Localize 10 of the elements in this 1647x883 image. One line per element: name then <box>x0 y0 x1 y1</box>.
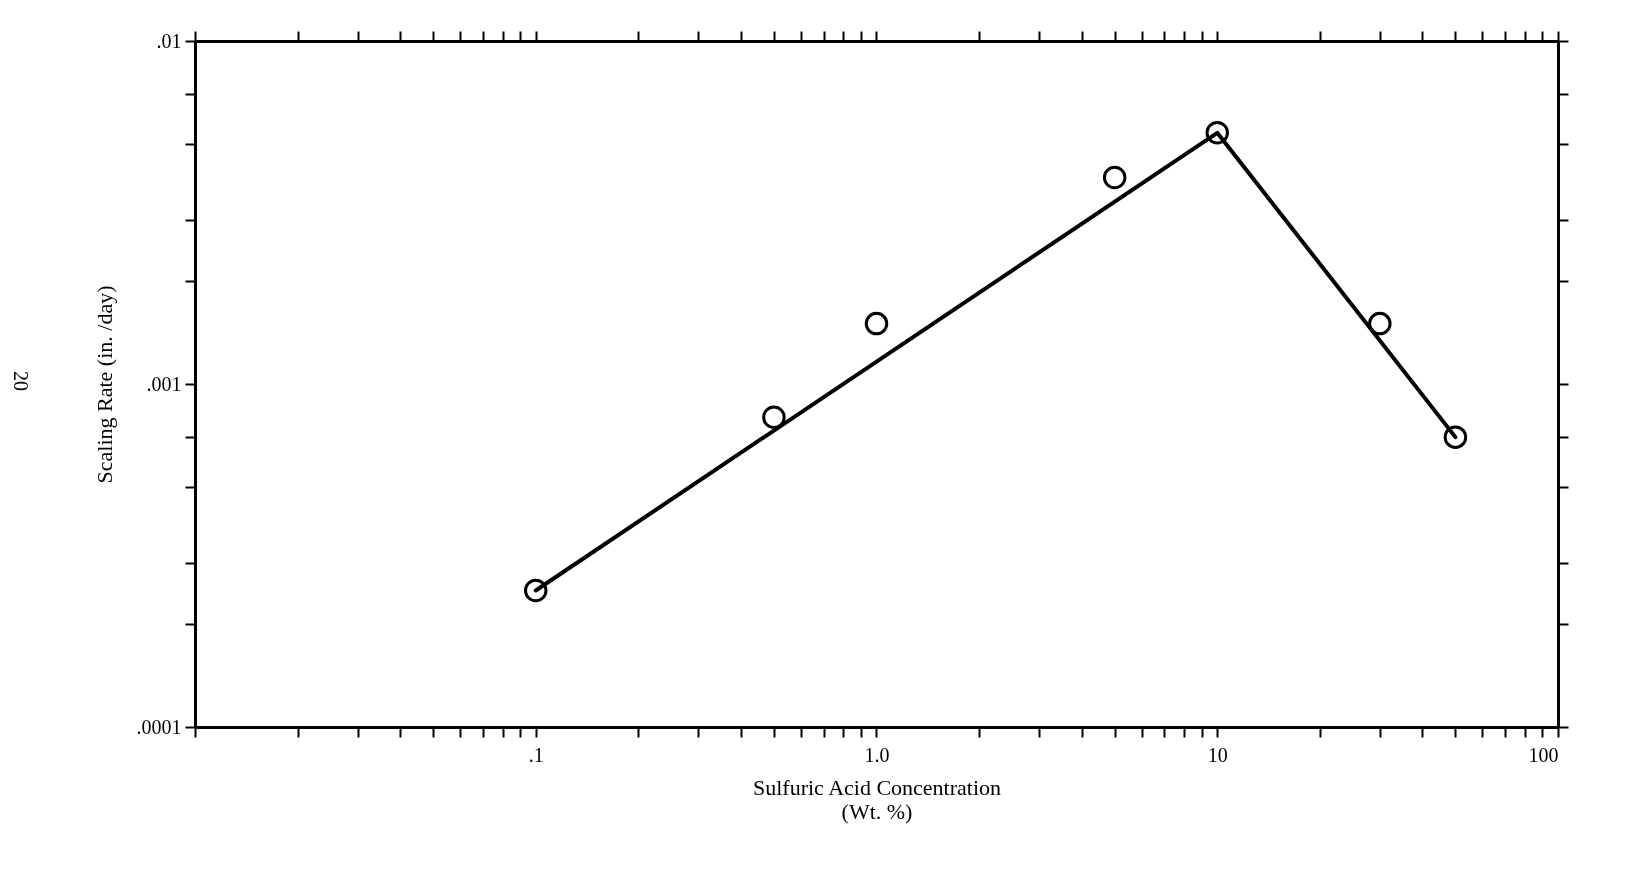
x-axis-title: Sulfuric Acid Concentration (Wt. %) <box>752 774 1002 824</box>
x-tick-label: 1.0 <box>864 743 890 766</box>
y-tick-label: .0001 <box>136 715 182 738</box>
x-tick-label: 100 <box>1528 743 1559 766</box>
text: 20 <box>10 371 32 391</box>
x-tick-label: .1 <box>528 743 544 766</box>
y-axis-title: Scaling Rate (in. /day) <box>91 285 117 484</box>
y-tick-label: .001 <box>146 372 182 395</box>
x-tick-label: 10 <box>1207 743 1228 766</box>
y-tick-label: .01 <box>156 29 182 52</box>
